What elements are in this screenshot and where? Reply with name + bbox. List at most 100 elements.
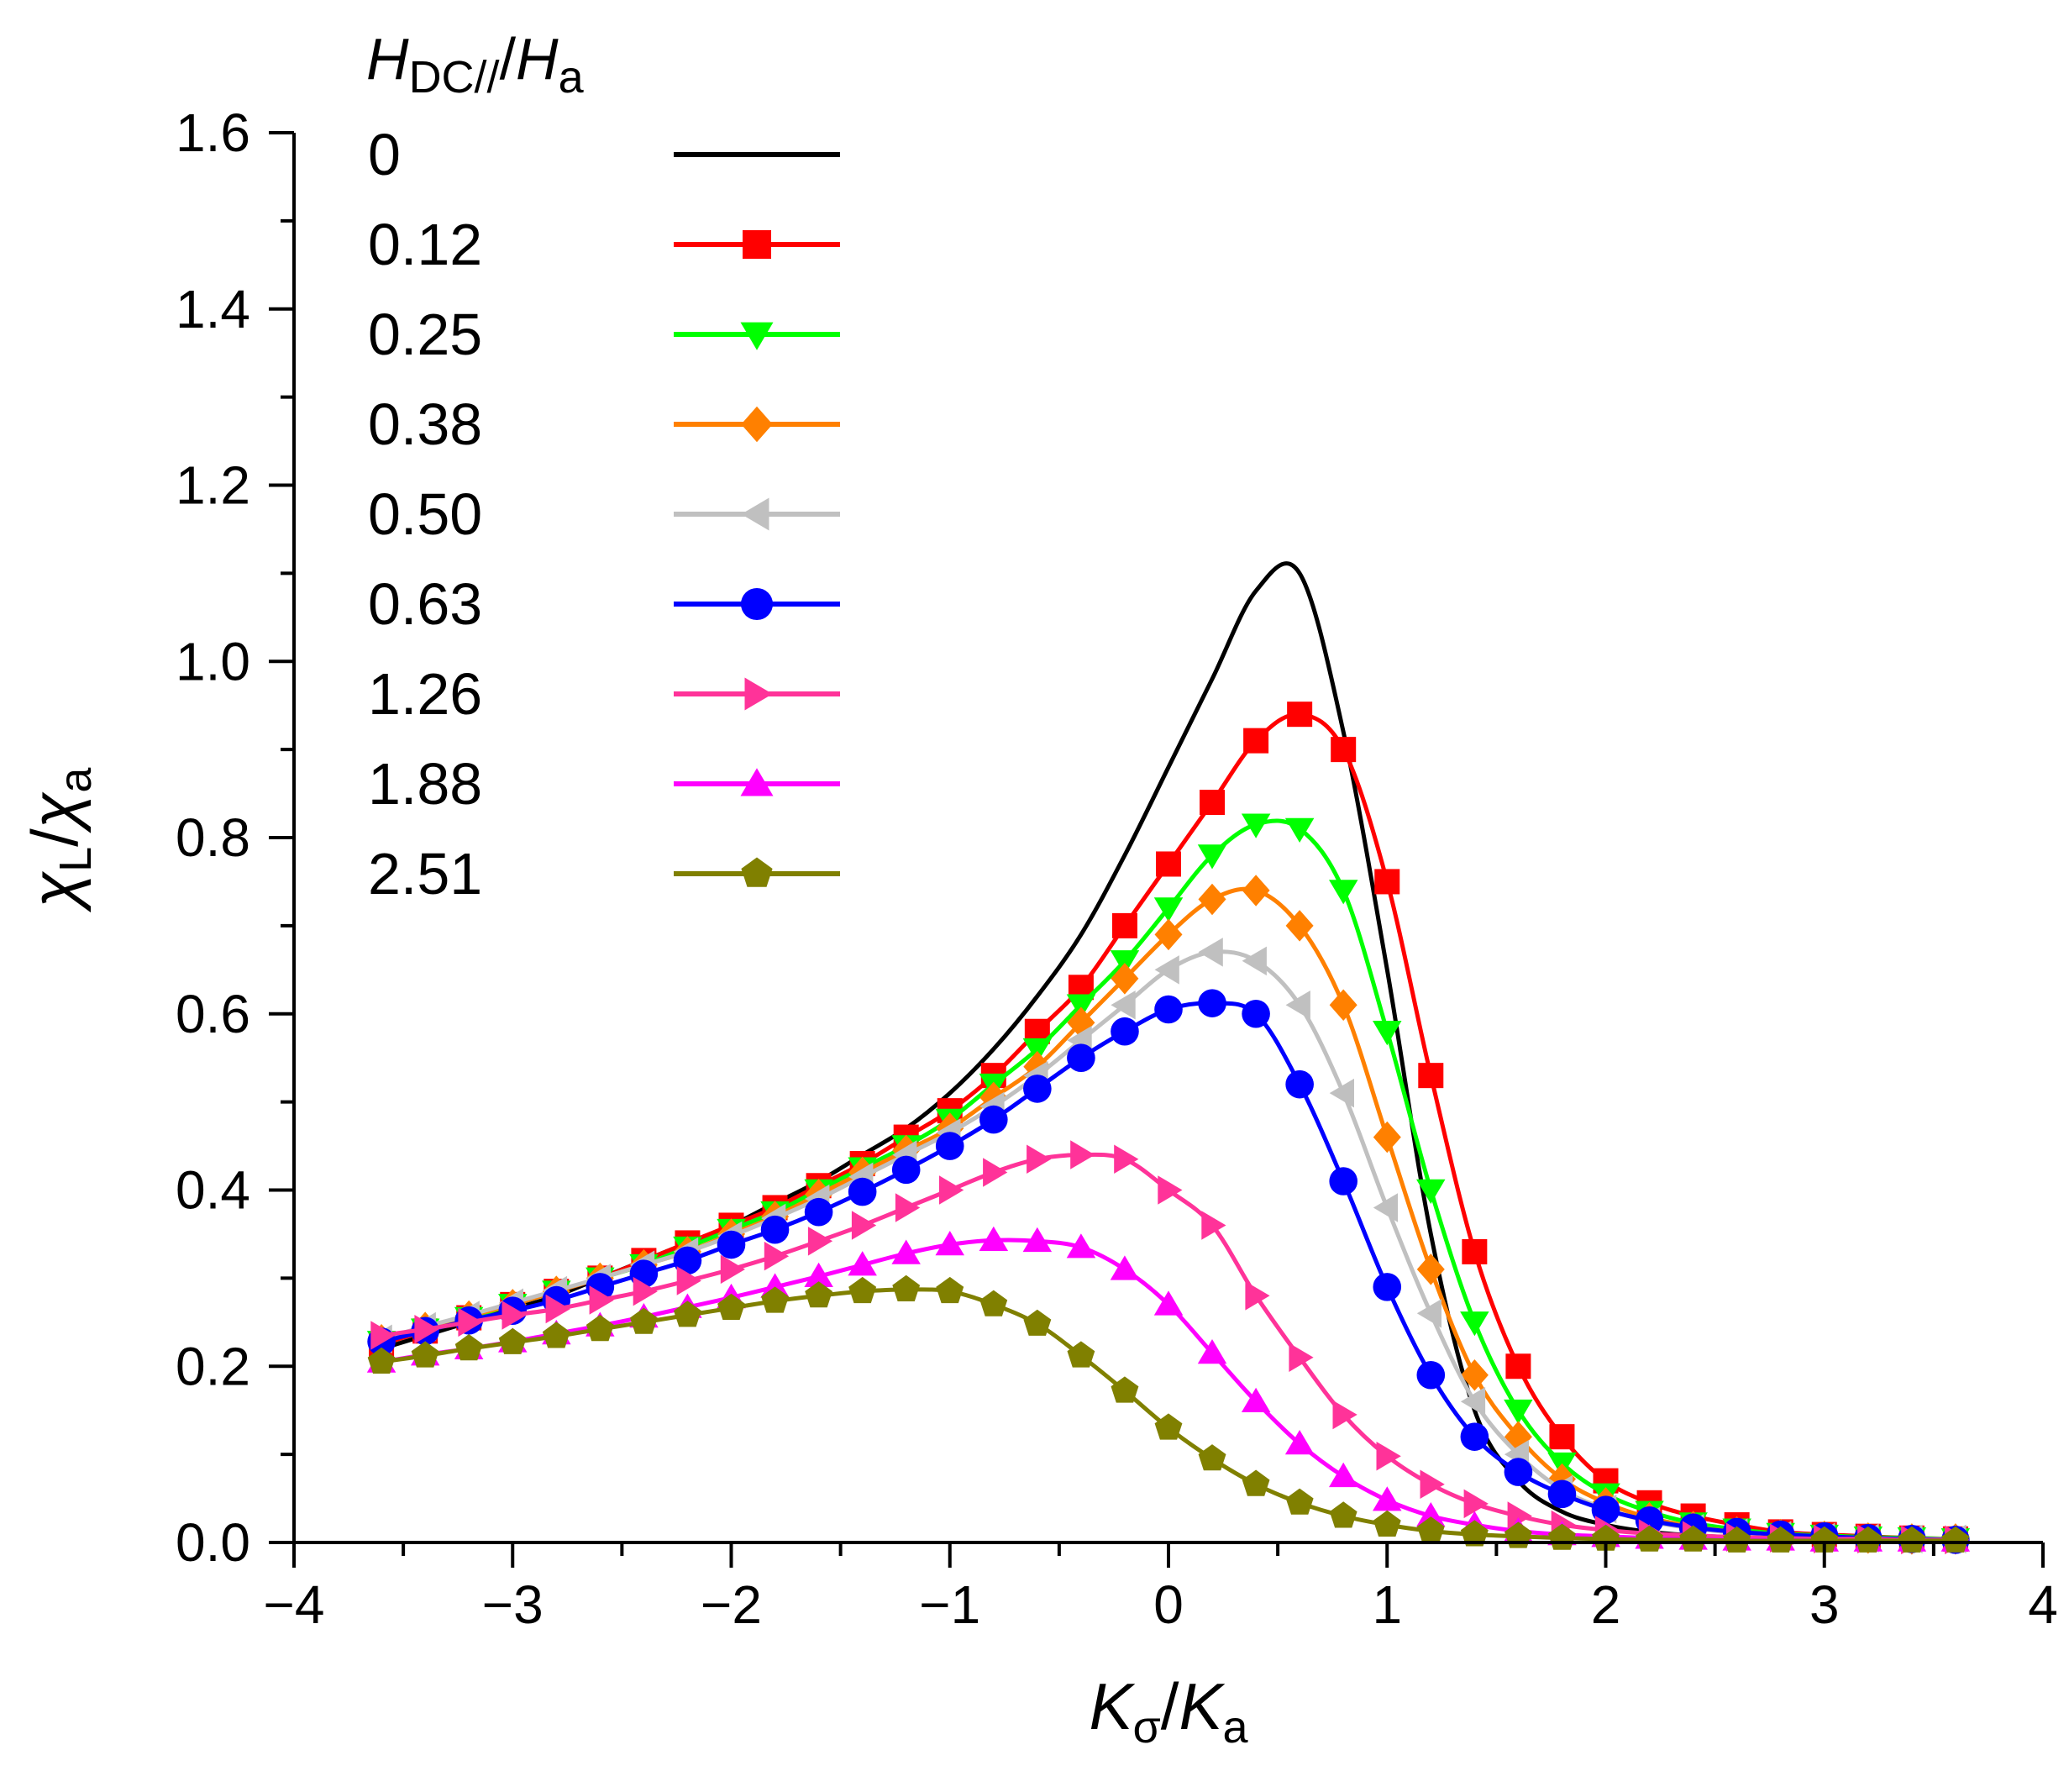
data-point [1241, 813, 1271, 838]
legend-marker [740, 322, 774, 350]
legend-marker [741, 857, 773, 887]
data-point [1285, 991, 1310, 1020]
data-point [1285, 910, 1314, 942]
data-point [1462, 1238, 1488, 1264]
series-line [381, 1238, 1956, 1543]
data-point [1023, 1309, 1052, 1336]
data-point [1810, 1526, 1839, 1553]
data-point [542, 1322, 570, 1348]
y-tick-label: 0.8 [176, 807, 250, 868]
data-point [1070, 1140, 1095, 1169]
data-point [1198, 938, 1223, 967]
data-point [1329, 989, 1357, 1021]
data-point [676, 1266, 701, 1295]
data-point [545, 1294, 570, 1324]
data-point [1198, 883, 1226, 916]
legend-entry: 1.88 [368, 751, 840, 817]
data-point [589, 1285, 614, 1315]
data-point [804, 1197, 833, 1227]
y-axis-title: χL/χa [18, 767, 101, 913]
data-point [1332, 1400, 1357, 1430]
data-point [1287, 702, 1313, 728]
legend-label: 1.26 [368, 661, 482, 727]
data-point [1854, 1526, 1883, 1553]
data-point [1329, 1167, 1357, 1196]
data-point [760, 1215, 790, 1244]
axis-titles: Kσ/Ka χL/χa [18, 767, 1249, 1753]
data-point [1022, 1227, 1053, 1253]
data-point [1373, 1486, 1402, 1511]
data-point [1329, 1078, 1354, 1108]
data-point [1197, 1339, 1227, 1364]
data-point [717, 1230, 746, 1259]
data-point [935, 1231, 964, 1256]
data-point [1373, 1193, 1398, 1222]
x-tick-label: −4 [264, 1574, 325, 1635]
series-line [381, 561, 1956, 1542]
data-point [370, 1321, 396, 1350]
data-point [761, 1286, 789, 1313]
data-point [586, 1315, 614, 1342]
data-point [1416, 1299, 1441, 1328]
data-point [1505, 1353, 1531, 1379]
legend-label: 1.88 [368, 751, 482, 817]
legend-marker [744, 677, 773, 711]
data-point [1111, 912, 1137, 938]
data-point [411, 1341, 439, 1368]
axes: −4 −3 −2 −1 0 1 2 3 4 0.0 0.2 0.4 0.6 0.8 1.0 1.2 1.4 1.6 [176, 102, 2058, 1635]
data-point [1591, 1495, 1620, 1524]
data-point [1027, 1144, 1052, 1174]
data-point [848, 1276, 877, 1304]
data-point [1547, 1479, 1577, 1509]
x-tick-label: 2 [1591, 1574, 1621, 1635]
data-point [454, 1334, 483, 1361]
series-6 [370, 1140, 1970, 1555]
data-point [1331, 737, 1357, 763]
legend-marker [740, 768, 774, 796]
data-point [1111, 991, 1136, 1020]
y-tick-label: 1.4 [176, 279, 250, 339]
data-point [1463, 1489, 1489, 1519]
data-point [1022, 1038, 1053, 1064]
data-point [939, 1175, 964, 1205]
legend-label: 0.50 [368, 481, 482, 547]
legend-entry: 0.12 [368, 212, 840, 277]
data-point [1373, 1510, 1401, 1537]
data-point [1154, 918, 1183, 951]
legend-entry: 0.38 [368, 392, 840, 457]
data-point [367, 1347, 396, 1374]
data-point [1416, 1516, 1445, 1543]
data-point [1898, 1526, 1926, 1553]
data-point [1460, 1311, 1489, 1337]
legend-entry: 0 [368, 122, 840, 187]
legend-entry: 0.25 [368, 302, 840, 367]
legend-label: 0.25 [368, 302, 482, 367]
data-point [1460, 1422, 1489, 1451]
data-point [1329, 880, 1358, 905]
data-point [630, 1307, 658, 1334]
data-point [1941, 1526, 1970, 1553]
y-tick-label: 0.2 [176, 1336, 250, 1396]
data-point [1197, 844, 1227, 870]
legend-entry: 0.63 [368, 571, 840, 637]
legend-label: 0 [368, 122, 401, 187]
data-point [1767, 1526, 1795, 1553]
legend-entry: 0.50 [368, 481, 840, 547]
data-point [1329, 1462, 1358, 1488]
data-point [1198, 989, 1226, 1017]
y-tick-label: 0.0 [176, 1512, 250, 1573]
data-point [1418, 1063, 1444, 1089]
data-point [1284, 817, 1315, 843]
legend-entry: 1.26 [368, 661, 840, 727]
data-point [848, 1251, 877, 1276]
data-point [892, 1274, 921, 1301]
data-point [1416, 1360, 1446, 1390]
data-point [848, 1177, 877, 1206]
legend-label: 2.51 [368, 841, 482, 907]
data-point [1066, 994, 1096, 1019]
data-point [1373, 1273, 1402, 1301]
data-point [1111, 963, 1139, 995]
legend-title: HDC///Ha [366, 26, 585, 102]
data-point [1023, 1075, 1052, 1103]
